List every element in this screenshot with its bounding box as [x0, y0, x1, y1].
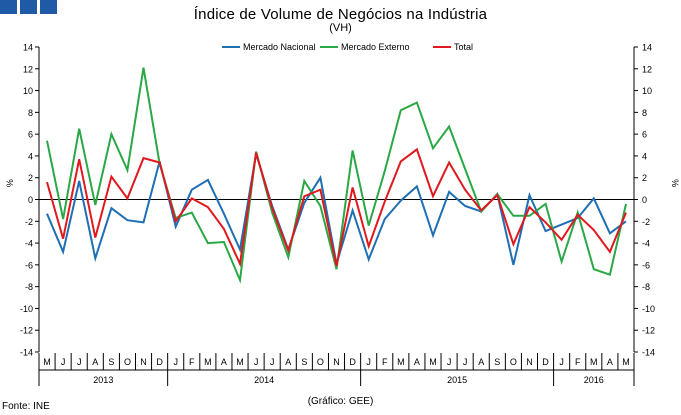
year-label: 2014 — [254, 375, 274, 385]
month-label: N — [333, 357, 340, 367]
month-label: J — [463, 357, 468, 367]
y-tick-label-left: 10 — [23, 86, 33, 96]
y-tick-label-right: 0 — [642, 195, 647, 205]
month-label: S — [494, 357, 500, 367]
month-label: J — [61, 357, 66, 367]
y-tick-label-right: 12 — [642, 64, 652, 74]
year-label: 2016 — [584, 375, 604, 385]
month-label: A — [92, 357, 98, 367]
y-tick-label-left: 14 — [23, 43, 33, 53]
month-label: J — [447, 357, 452, 367]
month-label: J — [77, 357, 82, 367]
chart-credit: (Gráfico: GEE) — [307, 396, 374, 407]
y-tick-label-left: -10 — [20, 304, 33, 314]
y-tick-label-right: -14 — [642, 348, 655, 358]
month-label: M — [236, 357, 244, 367]
y-tick-label-left: 12 — [23, 64, 33, 74]
month-label: O — [124, 357, 131, 367]
y-axis-label-right: % — [670, 179, 680, 187]
y-tick-label-left: -8 — [25, 282, 33, 292]
y-tick-label-left: 4 — [28, 151, 33, 161]
y-tick-label-right: 10 — [642, 86, 652, 96]
data-source: Fonte: INE — [2, 401, 50, 412]
y-tick-label-right: 8 — [642, 108, 647, 118]
y-tick-label-left: 0 — [28, 195, 33, 205]
logo-block — [0, 0, 17, 14]
legend-label: Mercado Nacional — [243, 42, 316, 52]
chart-subtitle: (VH) — [329, 22, 352, 34]
month-label: A — [221, 357, 227, 367]
month-label: J — [254, 357, 259, 367]
month-label: A — [607, 357, 613, 367]
y-tick-label-left: -12 — [20, 326, 33, 336]
y-tick-label-right: -10 — [642, 304, 655, 314]
y-tick-label-left: 8 — [28, 108, 33, 118]
y-tick-label-right: -4 — [642, 239, 650, 249]
legend-label: Mercado Externo — [341, 42, 410, 52]
y-tick-label-right: 2 — [642, 173, 647, 183]
month-label: J — [366, 357, 371, 367]
y-tick-label-left: 2 — [28, 173, 33, 183]
y-tick-label-left: -2 — [25, 217, 33, 227]
y-tick-label-left: -6 — [25, 260, 33, 270]
month-label: N — [140, 357, 147, 367]
y-tick-label-right: -8 — [642, 282, 650, 292]
month-label: S — [108, 357, 114, 367]
month-label: D — [156, 357, 163, 367]
month-label: M — [397, 357, 405, 367]
month-label: O — [317, 357, 324, 367]
month-label: M — [204, 357, 212, 367]
chart-title: Índice de Volume de Negócios na Indústri… — [193, 6, 488, 23]
logo-block — [20, 0, 37, 14]
logo-block — [40, 0, 57, 14]
month-label: M — [622, 357, 630, 367]
legend-label: Total — [454, 42, 473, 52]
month-label: A — [414, 357, 420, 367]
y-axis-label-left: % — [5, 179, 15, 187]
month-label: O — [510, 357, 517, 367]
month-label: F — [575, 357, 581, 367]
month-label: F — [189, 357, 195, 367]
month-label: D — [349, 357, 356, 367]
y-tick-label-left: 6 — [28, 130, 33, 140]
y-tick-label-right: -12 — [642, 326, 655, 336]
month-label: M — [43, 357, 51, 367]
month-label: M — [429, 357, 437, 367]
month-label: J — [173, 357, 178, 367]
year-label: 2013 — [93, 375, 113, 385]
y-tick-label-left: -4 — [25, 239, 33, 249]
y-tick-label-right: 4 — [642, 151, 647, 161]
month-label: J — [270, 357, 275, 367]
month-label: J — [559, 357, 564, 367]
month-label: D — [542, 357, 549, 367]
month-label: A — [285, 357, 291, 367]
month-label: M — [590, 357, 598, 367]
month-label: F — [382, 357, 388, 367]
ine-logo — [0, 0, 57, 14]
month-label: A — [478, 357, 484, 367]
y-tick-label-left: -14 — [20, 348, 33, 358]
y-tick-label-right: 14 — [642, 43, 652, 53]
series-line-mercado-externo — [46, 67, 627, 284]
month-label: S — [301, 357, 307, 367]
y-tick-label-right: -2 — [642, 217, 650, 227]
year-label: 2015 — [447, 375, 467, 385]
month-label: N — [526, 357, 533, 367]
y-tick-label-right: -6 — [642, 260, 650, 270]
y-tick-label-right: 6 — [642, 130, 647, 140]
series-line-total — [46, 147, 627, 268]
